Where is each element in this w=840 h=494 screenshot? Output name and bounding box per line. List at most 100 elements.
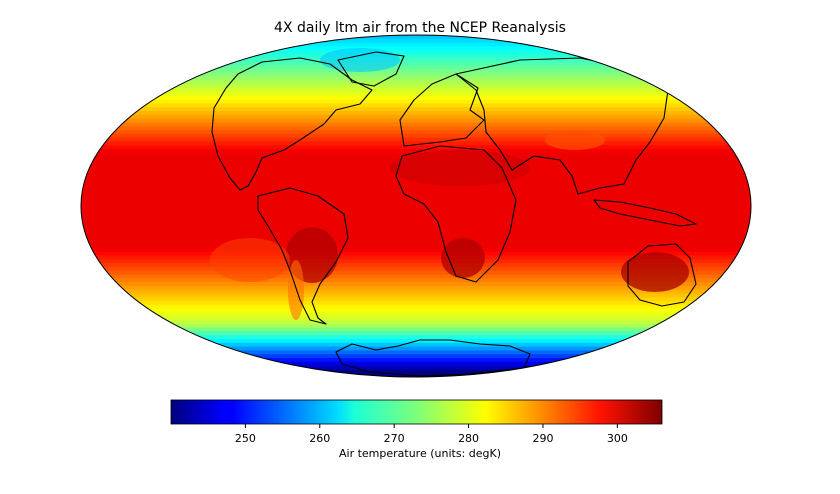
temperature-band bbox=[81, 145, 751, 150]
temperature-band bbox=[81, 42, 751, 47]
temperature-band bbox=[81, 111, 751, 116]
temperature-band bbox=[81, 35, 751, 40]
coastline-north-america bbox=[211, 57, 373, 191]
temperature-band bbox=[81, 312, 751, 317]
temperature-band bbox=[81, 316, 751, 321]
temperature-band bbox=[81, 57, 751, 63]
coastline-new-zealand bbox=[711, 293, 721, 317]
cool-region-eastern-pacific bbox=[210, 238, 290, 282]
cool-region-himalaya bbox=[545, 130, 605, 150]
temperature-band bbox=[81, 278, 751, 283]
warm-region-southern-africa bbox=[441, 238, 485, 278]
temperature-band bbox=[81, 373, 751, 377]
temperature-band bbox=[81, 225, 751, 230]
temperature-band bbox=[81, 240, 751, 245]
temperature-band bbox=[81, 73, 751, 78]
temperature-band bbox=[81, 263, 751, 268]
temperature-band bbox=[81, 130, 751, 135]
temperature-band bbox=[81, 65, 751, 70]
temperature-band bbox=[81, 221, 751, 226]
temperature-band bbox=[81, 88, 751, 93]
temperature-band bbox=[81, 103, 751, 108]
warm-region-australia bbox=[621, 252, 689, 292]
colorbar-tick-label: 270 bbox=[384, 432, 405, 445]
temperature-band bbox=[81, 228, 751, 234]
temperature-band bbox=[81, 320, 751, 325]
temperature-band bbox=[81, 209, 751, 215]
temperature-band bbox=[81, 213, 751, 218]
temperature-band bbox=[81, 69, 751, 74]
temperature-band bbox=[81, 84, 751, 89]
temperature-band bbox=[81, 118, 751, 123]
temperature-band bbox=[81, 266, 751, 272]
temperature-band bbox=[81, 342, 751, 348]
temperature-band bbox=[81, 126, 751, 131]
temperature-band bbox=[81, 232, 751, 237]
temperature-band bbox=[81, 274, 751, 279]
temperature-band bbox=[81, 114, 751, 120]
warm-region-sahara bbox=[390, 150, 530, 186]
temperature-band bbox=[81, 141, 751, 146]
temperature-band bbox=[81, 76, 751, 82]
temperature-band bbox=[81, 92, 751, 97]
temperature-band bbox=[81, 122, 751, 127]
coastline-antarctica bbox=[335, 339, 531, 377]
coastline-south-america bbox=[257, 187, 349, 325]
temperature-band bbox=[81, 297, 751, 302]
temperature-band bbox=[81, 293, 751, 298]
temperature-band bbox=[81, 331, 751, 336]
temperature-field bbox=[81, 35, 751, 377]
temperature-band bbox=[81, 194, 751, 199]
temperature-band bbox=[81, 285, 751, 291]
temperature-band bbox=[81, 149, 751, 154]
temperature-band bbox=[81, 183, 751, 188]
temperature-band bbox=[81, 54, 751, 59]
temperature-band bbox=[81, 308, 751, 313]
coastline-europe bbox=[399, 73, 485, 147]
temperature-band bbox=[81, 80, 751, 85]
temperature-band bbox=[81, 255, 751, 260]
temperature-band bbox=[81, 95, 751, 101]
temperature-band bbox=[81, 247, 751, 253]
temperature-band bbox=[81, 282, 751, 287]
temperature-band bbox=[81, 46, 751, 51]
temperature-band bbox=[81, 365, 751, 370]
coastline-indonesia bbox=[593, 199, 697, 227]
temperature-band bbox=[81, 202, 751, 207]
colorbar-tick-label: 280 bbox=[458, 432, 479, 445]
temperature-band bbox=[81, 137, 751, 142]
temperature-band bbox=[81, 99, 751, 104]
colorbar-label: Air temperature (units: degK) bbox=[338, 447, 501, 460]
temperature-band bbox=[81, 354, 751, 359]
colorbar: 250 260 270 280 290 300 bbox=[170, 399, 663, 445]
cool-region-greenland bbox=[320, 48, 400, 72]
temperature-band bbox=[81, 61, 751, 66]
map-title: 4X daily ltm air from the NCEP Reanalysi… bbox=[274, 20, 566, 36]
coastline-australia bbox=[627, 243, 697, 307]
temperature-band bbox=[81, 369, 751, 374]
colorbar-gradient bbox=[170, 399, 663, 425]
temperature-band bbox=[81, 50, 751, 55]
map-boundary bbox=[80, 34, 752, 378]
coastline-africa bbox=[395, 145, 517, 283]
temperature-band bbox=[81, 301, 751, 306]
temperature-band bbox=[81, 187, 751, 192]
temperature-band bbox=[81, 251, 751, 256]
colorbar-tick-label: 250 bbox=[235, 432, 256, 445]
temperature-band bbox=[81, 327, 751, 332]
temperature-band bbox=[81, 107, 751, 112]
temperature-band bbox=[81, 361, 751, 367]
colorbar-tick-label: 290 bbox=[532, 432, 553, 445]
temperature-band bbox=[81, 206, 751, 211]
temperature-band bbox=[81, 358, 751, 363]
cool-region-andes bbox=[288, 260, 304, 320]
temperature-band bbox=[81, 289, 751, 294]
temperature-band bbox=[81, 133, 751, 139]
coastline-greenland bbox=[337, 51, 405, 87]
temperature-band bbox=[81, 244, 751, 249]
temperature-band bbox=[81, 346, 751, 351]
temperature-band bbox=[81, 335, 751, 340]
temperature-band bbox=[81, 38, 751, 44]
temperature-band bbox=[81, 190, 751, 196]
temperature-band bbox=[81, 350, 751, 355]
